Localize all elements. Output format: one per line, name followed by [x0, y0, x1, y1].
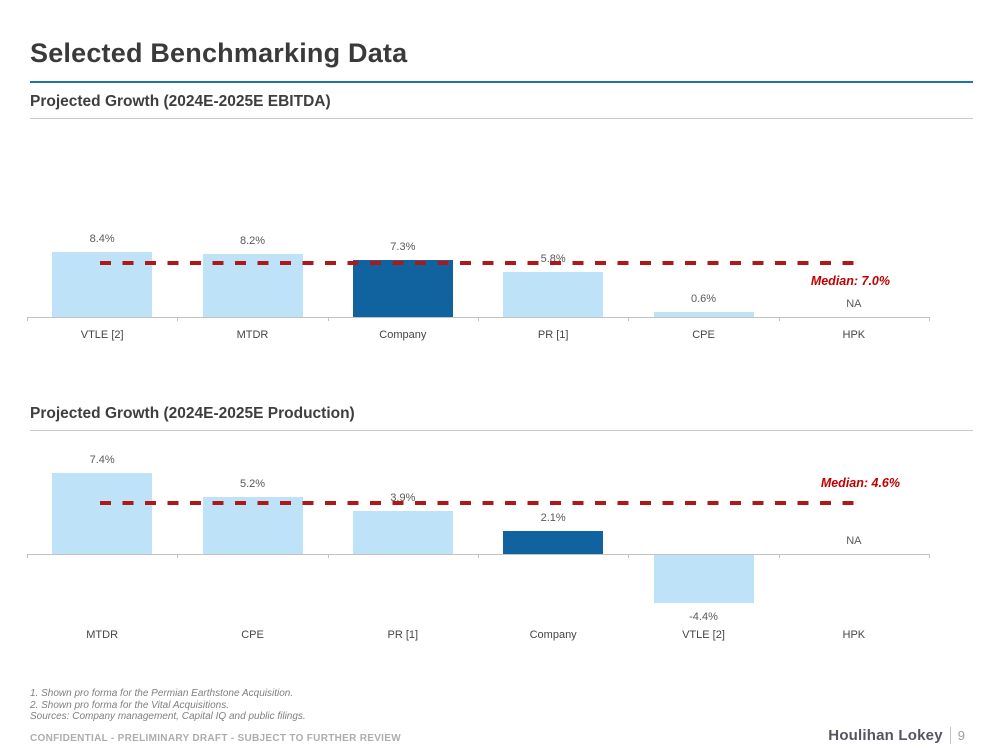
median-label: Median: 7.0% — [810, 274, 890, 288]
axis-tick — [478, 554, 479, 558]
category-label-company: Company — [529, 629, 577, 641]
axis-tick — [929, 317, 930, 321]
footnote-1: 1. Shown pro forma for the Permian Earth… — [30, 688, 294, 699]
axis-tick — [778, 554, 780, 558]
footnote-sources: Sources: Company management, Capital IQ … — [30, 711, 306, 722]
page-title: Selected Benchmarking Data — [30, 38, 408, 68]
section-title-production-growth: Projected Growth (2024E-2025E Production… — [30, 405, 355, 422]
bar-pr-1 — [352, 511, 453, 554]
median-dashed-line — [100, 260, 855, 265]
bar-cpe — [202, 496, 303, 554]
value-label-pr-1: 3.9% — [390, 492, 416, 505]
title-underline — [30, 81, 973, 83]
axis-tick — [929, 554, 930, 558]
axis-tick — [327, 317, 329, 321]
axis-tick — [327, 554, 329, 558]
bar-mtdr — [52, 472, 153, 554]
bar-pr-1 — [503, 272, 604, 317]
value-label-cpe: 5.2% — [239, 477, 266, 490]
section-divider — [30, 430, 973, 431]
category-label-company: Company — [379, 329, 427, 341]
category-label-pr-1: PR [1] — [537, 329, 569, 341]
axis-tick — [27, 554, 28, 558]
category-label-vtle-2: VTLE [2] — [682, 629, 725, 641]
bar-vtle-2 — [653, 555, 754, 604]
category-label-mtdr: MTDR — [86, 629, 119, 641]
value-label-company: 7.3% — [390, 241, 416, 254]
page-number: 9 — [957, 727, 965, 743]
category-label-vtle-2: VTLE [2] — [80, 329, 124, 341]
median-dashed-line — [100, 501, 855, 506]
axis-tick — [177, 317, 179, 321]
bar-company — [352, 260, 453, 317]
brand-footer: Houlihan Lokey 9 — [828, 726, 965, 744]
category-label-hpk: HPK — [842, 329, 866, 341]
category-label-mtdr: MTDR — [236, 329, 269, 341]
value-label-mtdr: 7.4% — [89, 453, 115, 466]
section-divider — [30, 118, 973, 119]
axis-tick — [628, 554, 630, 558]
bar-company — [503, 530, 604, 554]
median-label: Median: 4.6% — [820, 476, 900, 490]
axis-tick — [478, 317, 479, 321]
value-label-mtdr: 8.2% — [239, 234, 266, 247]
category-label-cpe: CPE — [241, 629, 264, 641]
axis-tick — [177, 554, 179, 558]
axis-tick — [628, 317, 630, 321]
category-label-cpe: CPE — [692, 329, 715, 341]
value-label-company: 2.1% — [540, 511, 566, 524]
axis-tick — [27, 317, 28, 321]
value-label-hpk: NA — [846, 298, 862, 310]
footnote-2: 2. Shown pro forma for the Vital Acquisi… — [30, 699, 229, 711]
value-label-hpk: NA — [846, 535, 862, 547]
axis-tick — [778, 317, 780, 321]
section-title-ebitda-growth: Projected Growth (2024E-2025E EBITDA) — [30, 93, 331, 110]
company-logo: Houlihan Lokey — [828, 726, 943, 744]
brand-divider — [949, 726, 951, 744]
category-label-hpk: HPK — [842, 629, 866, 641]
confidential-disclaimer: CONFIDENTIAL - PRELIMINARY DRAFT - SUBJE… — [30, 733, 401, 744]
category-label-pr-1: PR [1] — [387, 629, 419, 641]
value-label-vtle-2: -4.4% — [689, 611, 718, 624]
value-label-cpe: 0.6% — [690, 293, 717, 306]
value-label-vtle-2: 8.4% — [89, 232, 115, 245]
bar-cpe — [653, 312, 754, 317]
